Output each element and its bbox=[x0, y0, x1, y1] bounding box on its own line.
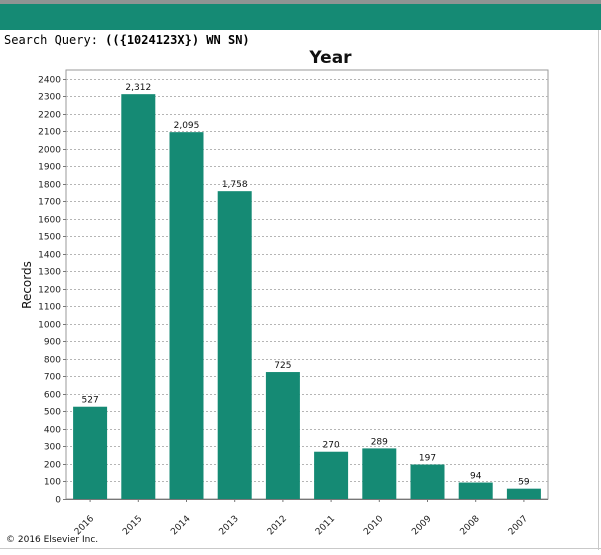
bar bbox=[362, 448, 397, 499]
x-tick-label: 2008 bbox=[459, 514, 482, 537]
y-tick-label: 1400 bbox=[38, 251, 61, 261]
bar-value-label: 59 bbox=[518, 478, 530, 488]
bar-value-label: 725 bbox=[274, 361, 291, 371]
search-query-value: (({1024123X}) WN SN) bbox=[105, 33, 250, 47]
x-tick-label: 2010 bbox=[362, 514, 385, 537]
x-tick-label: 2007 bbox=[507, 514, 530, 537]
y-tick-label: 1500 bbox=[38, 233, 61, 243]
bar bbox=[314, 451, 349, 499]
bar bbox=[217, 191, 252, 500]
y-tick-label: 2000 bbox=[38, 146, 61, 156]
y-tick-label: 2300 bbox=[38, 93, 61, 103]
bar-value-label: 1,758 bbox=[222, 180, 248, 190]
bar bbox=[121, 94, 156, 499]
x-tick-label: 2011 bbox=[314, 514, 337, 537]
x-tick-label: 2012 bbox=[266, 514, 289, 537]
y-tick-label: 900 bbox=[44, 338, 61, 348]
y-tick-label: 1900 bbox=[38, 163, 61, 173]
bar-value-label: 2,095 bbox=[174, 121, 200, 131]
y-tick-label: 100 bbox=[44, 478, 61, 488]
y-tick-label: 1100 bbox=[38, 303, 61, 313]
y-tick-label: 1600 bbox=[38, 216, 61, 226]
search-query-label: Search Query: bbox=[4, 33, 98, 47]
bar-value-label: 527 bbox=[82, 396, 99, 406]
bar bbox=[506, 488, 541, 499]
y-tick-label: 500 bbox=[44, 408, 61, 418]
x-tick-label: 2015 bbox=[121, 514, 144, 537]
y-tick-label: 1200 bbox=[38, 286, 61, 296]
y-tick-label: 2400 bbox=[38, 76, 61, 86]
y-tick-label: 600 bbox=[44, 391, 61, 401]
y-tick-label: 2100 bbox=[38, 128, 61, 138]
frame-border-right bbox=[598, 30, 599, 550]
y-tick-label: 1700 bbox=[38, 198, 61, 208]
chart-title: Year bbox=[309, 48, 352, 68]
y-tick-label: 200 bbox=[44, 461, 61, 471]
y-tick-label: 300 bbox=[44, 443, 61, 453]
bar bbox=[73, 406, 108, 499]
x-tick-label: 2009 bbox=[410, 514, 433, 537]
y-tick-label: 1300 bbox=[38, 268, 61, 278]
copyright-text: © 2016 Elsevier Inc. bbox=[6, 535, 99, 545]
frame-border-bottom bbox=[0, 548, 601, 549]
bar-value-label: 197 bbox=[419, 454, 436, 464]
x-tick-label: 2014 bbox=[169, 514, 192, 537]
y-tick-label: 2200 bbox=[38, 111, 61, 121]
bar-value-label: 289 bbox=[371, 437, 388, 447]
search-query: Search Query: (({1024123X}) WN SN) bbox=[4, 33, 250, 47]
y-tick-label: 1800 bbox=[38, 181, 61, 191]
header-bar bbox=[0, 0, 601, 30]
bar bbox=[169, 132, 204, 499]
y-tick-label: 800 bbox=[44, 356, 61, 366]
bar bbox=[265, 372, 300, 499]
y-tick-label: 400 bbox=[44, 426, 61, 436]
bar bbox=[458, 482, 493, 499]
bar bbox=[410, 464, 445, 499]
bar-value-label: 270 bbox=[323, 441, 340, 451]
y-tick-label: 1000 bbox=[38, 321, 61, 331]
bar-value-label: 2,312 bbox=[125, 83, 151, 93]
bar-value-label: 94 bbox=[470, 472, 482, 482]
y-tick-label: 0 bbox=[55, 496, 61, 506]
y-tick-label: 700 bbox=[44, 373, 61, 383]
x-tick-label: 2016 bbox=[73, 514, 96, 537]
x-tick-label: 2013 bbox=[218, 514, 241, 537]
